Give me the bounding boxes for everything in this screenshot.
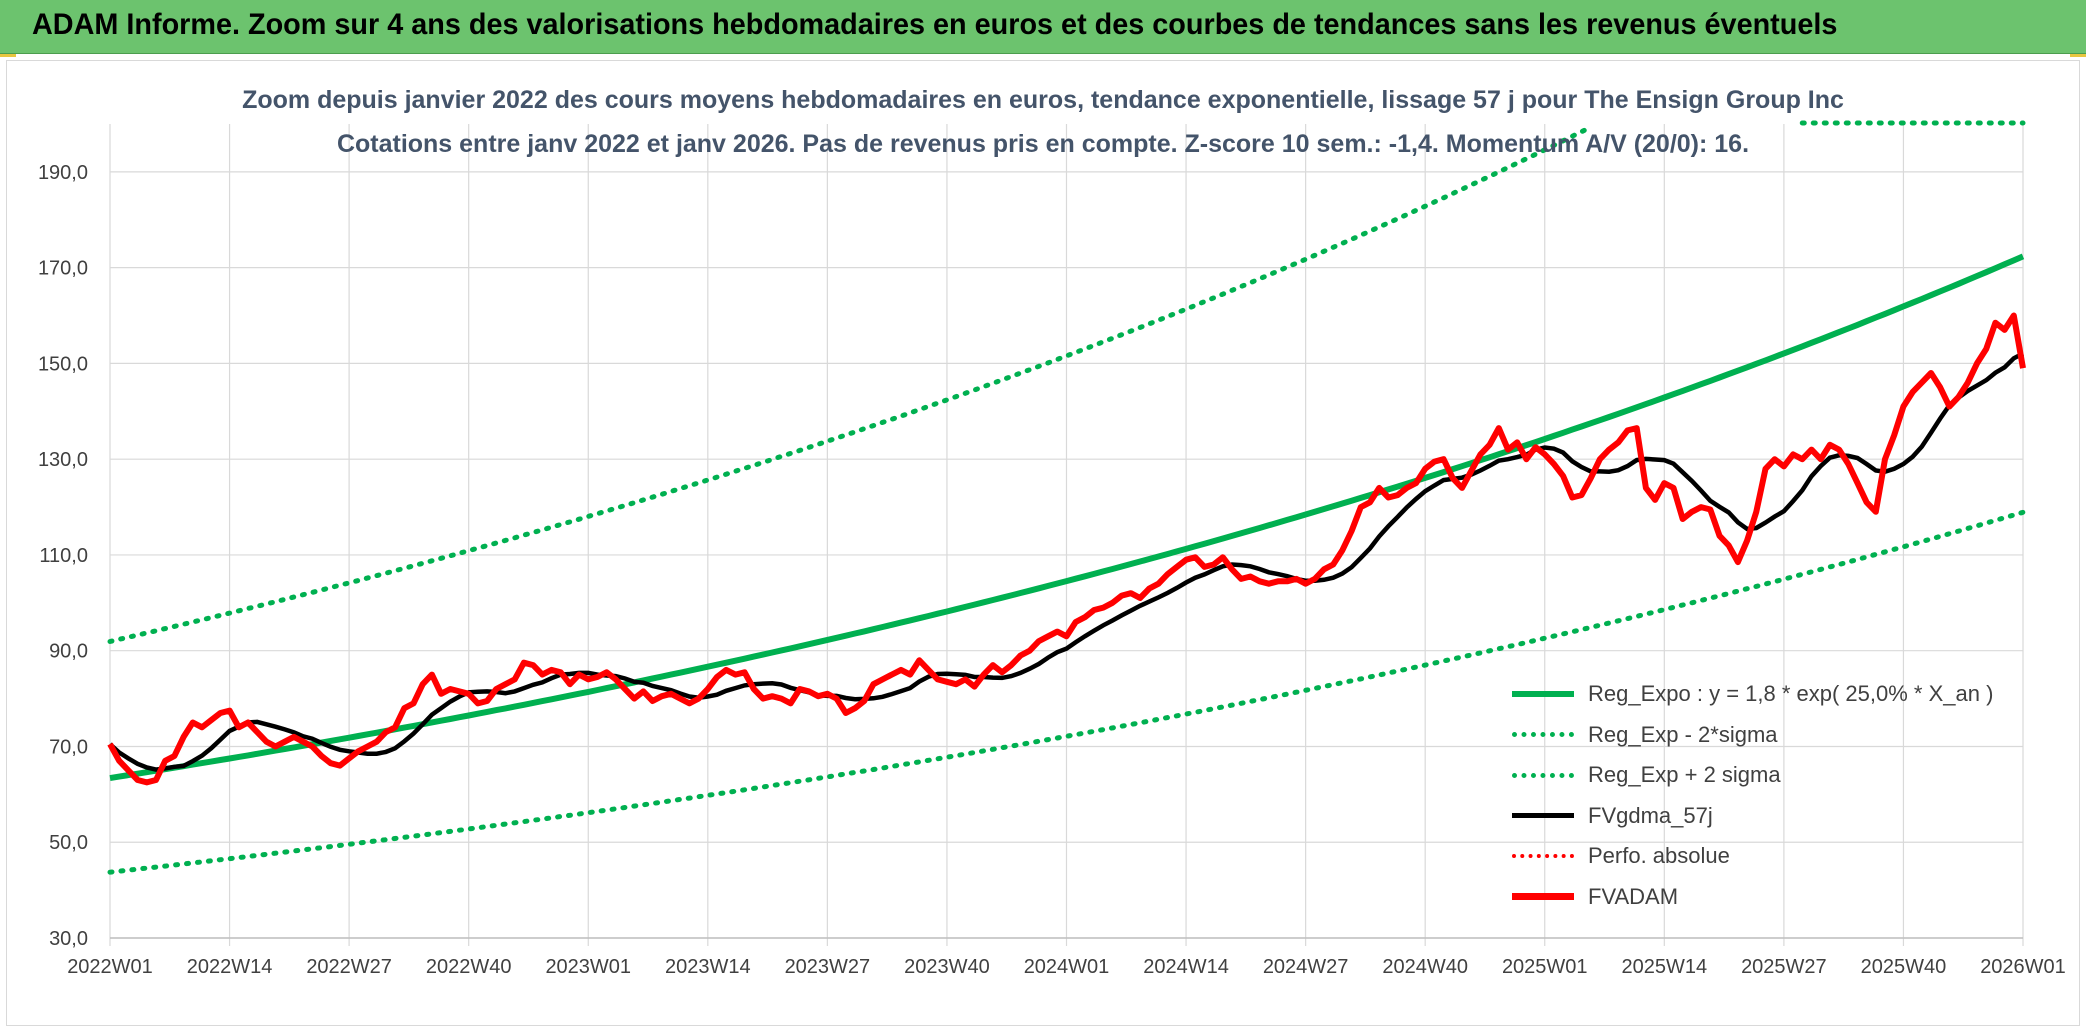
legend-item-lower-band[interactable]: Reg_Exp - 2*sigma — [1510, 715, 2010, 756]
x-tick-label: 2023W14 — [665, 956, 751, 978]
x-tick-label: 2022W14 — [187, 956, 273, 978]
chart-subtitle: Cotations entre janv 2022 et janv 2026. … — [337, 130, 1749, 158]
legend-item-price[interactable]: FVADAM — [1510, 877, 2010, 918]
x-tick-label: 2025W27 — [1741, 956, 1827, 978]
legend-label-trend: Reg_Expo : y = 1,8 * exp( 25,0% * X_an ) — [1588, 681, 1994, 707]
x-tick-label: 2023W40 — [904, 956, 990, 978]
y-tick-label: 50,0 — [49, 832, 88, 854]
corner-accent-left — [0, 54, 16, 57]
legend-swatch-price — [1512, 893, 1574, 901]
x-tick-label: 2024W01 — [1024, 956, 1110, 978]
legend-item-absolute-perf[interactable]: Perfo. absolue — [1510, 836, 2010, 877]
x-tick-label: 2025W01 — [1502, 956, 1588, 978]
series-price — [107, 312, 2026, 786]
banner-title: ADAM Informe. Zoom sur 4 ans des valoris… — [32, 8, 1838, 41]
y-tick-label: 170,0 — [38, 258, 88, 280]
y-tick-label: 150,0 — [38, 353, 88, 375]
legend-swatch-absolute-perf — [1512, 854, 1574, 859]
x-tick-label: 2024W27 — [1263, 956, 1349, 978]
x-tick-label: 2023W27 — [785, 956, 871, 978]
axis-label-layer: 30,0 50,0 70,0 90,0 110,0 130,0 150,0 170,0 190,… — [38, 162, 2066, 978]
y-tick-label: 190,0 — [38, 162, 88, 184]
grid-layer — [109, 124, 2024, 946]
x-tick-label: 2022W27 — [306, 956, 392, 978]
y-tick-label: 30,0 — [49, 928, 88, 950]
report-banner: ADAM Informe. Zoom sur 4 ans des valoris… — [0, 0, 2086, 54]
x-tick-label: 2025W14 — [1622, 956, 1708, 978]
legend-label-price: FVADAM — [1588, 883, 1679, 909]
y-tick-label: 90,0 — [49, 641, 88, 663]
chart-title: Zoom depuis janvier 2022 des cours moyen… — [242, 86, 1844, 114]
y-tick-label: 130,0 — [38, 449, 88, 471]
chart-frame — [6, 60, 2080, 1026]
series-lower-band — [107, 509, 2026, 875]
corner-accent-right — [2070, 54, 2086, 57]
series-smoothing — [108, 351, 2025, 772]
legend-swatch-upper-band — [1512, 772, 1574, 778]
legend-item-upper-band[interactable]: Reg_Exp + 2 sigma — [1510, 755, 2010, 796]
x-tick-label: 2026W01 — [1980, 956, 2066, 978]
series-upper-band — [107, 124, 1594, 644]
x-tick-label: 2024W14 — [1143, 956, 1229, 978]
legend-swatch-trend — [1512, 691, 1574, 698]
legend-label-lower-band: Reg_Exp - 2*sigma — [1588, 721, 1778, 747]
series-trend — [109, 253, 2025, 782]
x-tick-label: 2024W40 — [1382, 956, 1468, 978]
legend-swatch-smoothing — [1512, 813, 1574, 819]
x-tick-label: 2022W40 — [426, 956, 512, 978]
y-tick-label: 70,0 — [49, 736, 88, 758]
legend-swatch-lower-band — [1512, 732, 1574, 738]
x-tick-label: 2025W40 — [1861, 956, 1947, 978]
legend-item-smoothing[interactable]: FVgdma_57j — [1510, 796, 2010, 837]
series-layer — [107, 120, 2026, 875]
legend-label-smoothing: FVgdma_57j — [1588, 802, 1713, 828]
x-tick-label: 2023W01 — [545, 956, 631, 978]
legend-item-trend[interactable]: Reg_Expo : y = 1,8 * exp( 25,0% * X_an ) — [1510, 674, 2010, 715]
legend-label-absolute-perf: Perfo. absolue — [1588, 843, 1730, 869]
x-tick-label: 2022W01 — [67, 956, 153, 978]
y-tick-label: 110,0 — [39, 545, 88, 567]
chart-legend: Reg_Expo : y = 1,8 * exp( 25,0% * X_an )… — [1510, 674, 2010, 917]
legend-label-upper-band: Reg_Exp + 2 sigma — [1588, 762, 1781, 788]
